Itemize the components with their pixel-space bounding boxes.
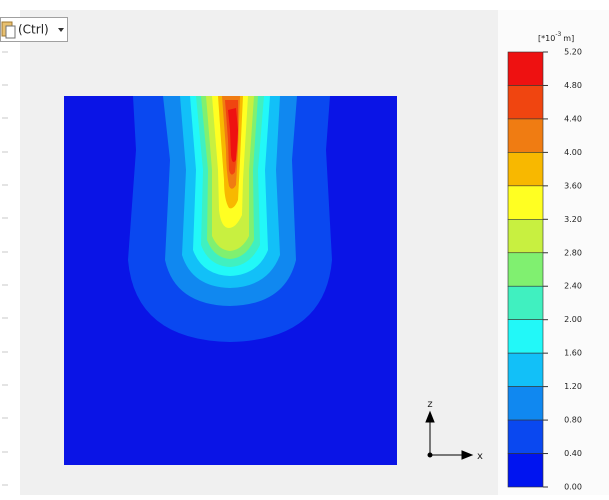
legend-band [507, 319, 544, 354]
contour-plot [64, 96, 397, 465]
legend-label: 1.20 [564, 382, 582, 391]
legend-band [507, 152, 544, 187]
legend-band [507, 252, 544, 287]
legend-band [507, 285, 544, 320]
legend: [*10-3 m] 5.20 4.80 4.40 4.00 3.60 3.20 2.80 2.4… [507, 31, 582, 492]
legend-band [507, 419, 544, 454]
legend-band [507, 352, 544, 387]
unit-suffix: m] [563, 34, 574, 43]
paste-label: (Ctrl) [18, 23, 49, 37]
legend-label: 4.40 [564, 114, 582, 123]
x-label: x [477, 451, 483, 462]
unit-exp: -3 [555, 31, 561, 38]
legend-band [507, 453, 544, 488]
z-label: z [427, 399, 432, 410]
legend-band [507, 118, 544, 153]
legend-band [507, 85, 544, 120]
legend-label: 3.20 [564, 215, 582, 224]
legend-band [507, 185, 544, 220]
axis-indicator [425, 410, 474, 460]
legend-label: 2.40 [564, 282, 582, 291]
paste-button[interactable]: (Ctrl) [0, 17, 68, 42]
legend-label: 4.00 [564, 148, 582, 157]
unit-prefix: [*10 [538, 34, 555, 43]
legend-band [507, 219, 544, 254]
legend-label: 1.60 [564, 349, 582, 358]
edge-ticks [2, 51, 8, 486]
legend-label: 3.60 [564, 181, 582, 190]
legend-label: 2.80 [564, 248, 582, 257]
legend-label: 0.00 [564, 483, 582, 492]
legend-label: 0.40 [564, 449, 582, 458]
legend-band [507, 51, 544, 86]
legend-label: 2.00 [564, 315, 582, 324]
legend-label: 0.80 [564, 416, 582, 425]
legend-label: 4.80 [564, 81, 582, 90]
legend-unit: [*10-3 m] [538, 31, 574, 43]
legend-label: 5.20 [564, 48, 582, 57]
legend-band [507, 386, 544, 421]
